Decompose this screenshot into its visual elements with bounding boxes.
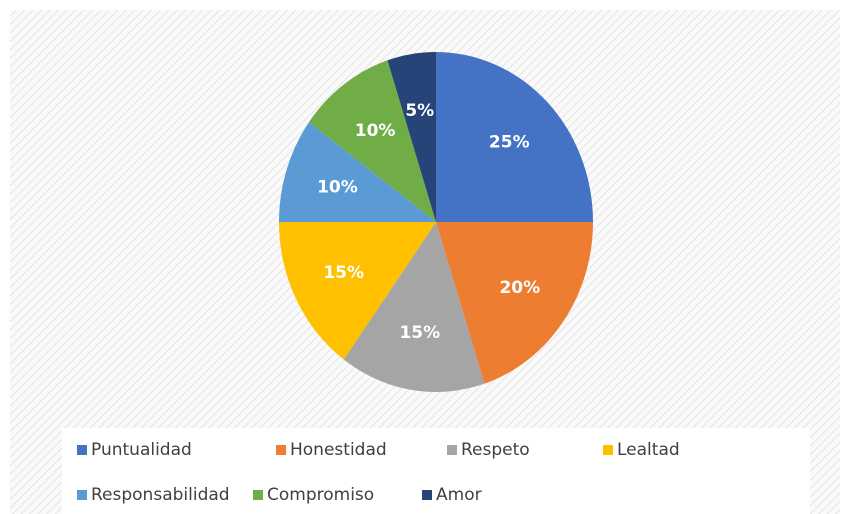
pie-slice — [308, 60, 436, 223]
data-label: 10% — [317, 177, 358, 197]
legend-label: Compromiso — [267, 485, 374, 505]
legend-swatch — [422, 490, 432, 500]
pie-slice — [279, 122, 436, 222]
pie-slice — [343, 222, 485, 392]
legend-label: Amor — [436, 485, 482, 505]
legend-label: Puntualidad — [91, 440, 192, 460]
legend-swatch — [253, 490, 263, 500]
legend-swatch — [77, 490, 87, 500]
pie-slice — [436, 52, 593, 222]
legend-swatch — [603, 445, 613, 455]
legend-swatch — [276, 445, 286, 455]
legend-label: Respeto — [461, 440, 530, 460]
data-label: 15% — [323, 263, 364, 283]
data-label: 25% — [489, 133, 530, 153]
pie-slice — [387, 52, 436, 222]
data-label: 5% — [405, 101, 434, 121]
pie-slice — [436, 222, 593, 384]
legend-swatch — [77, 445, 87, 455]
legend-label: Lealtad — [617, 440, 680, 460]
data-label: 10% — [355, 121, 396, 141]
legend-label: Honestidad — [290, 440, 387, 460]
legend-swatch — [447, 445, 457, 455]
legend-label: Responsabilidad — [91, 485, 230, 505]
legend-background — [62, 428, 810, 514]
data-label: 20% — [499, 278, 540, 298]
data-label: 15% — [399, 323, 440, 343]
pie-slice — [279, 222, 436, 360]
